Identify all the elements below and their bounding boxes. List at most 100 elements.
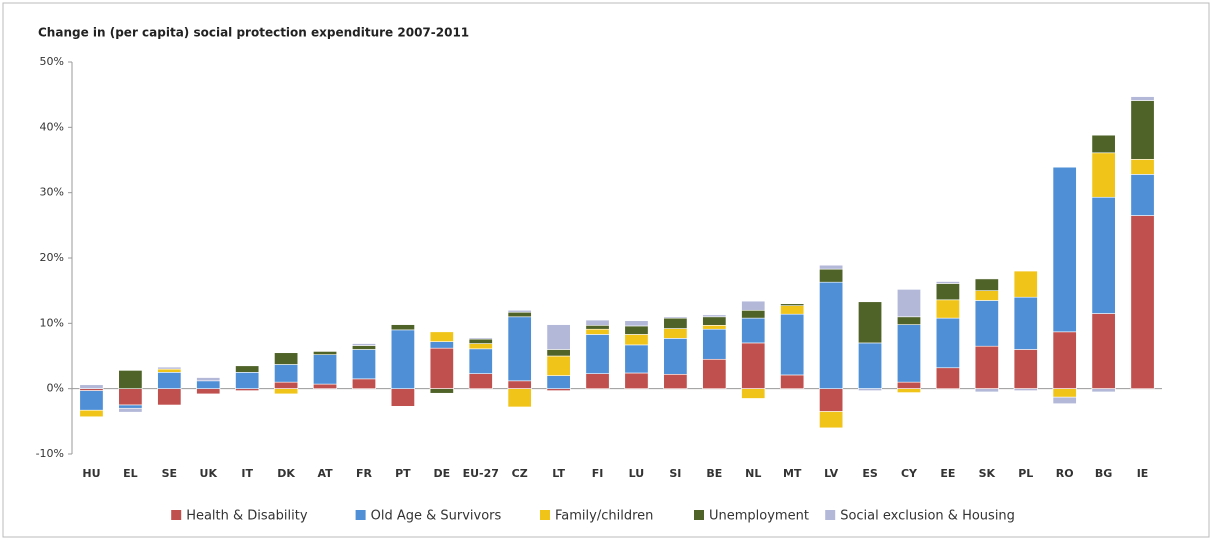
y-tick-label: 40% <box>40 120 64 133</box>
bar-segment <box>507 309 532 313</box>
x-tick-label: IE <box>1137 467 1149 480</box>
bar-segment <box>624 372 649 389</box>
bar-segment <box>741 309 766 319</box>
bar-segment <box>780 374 805 389</box>
bar-segment <box>196 377 221 382</box>
bar-segment <box>935 283 960 301</box>
x-tick-label: EU-27 <box>463 467 499 480</box>
bar-segment <box>702 314 727 318</box>
bar-segment <box>585 319 610 326</box>
bar-segment <box>468 348 493 374</box>
bar-segment <box>157 366 182 370</box>
bar-segment <box>196 380 221 389</box>
bar-segment <box>429 388 454 394</box>
bar-segment <box>157 372 182 389</box>
legend-label: Social exclusion & Housing <box>840 509 1015 524</box>
x-tick-label: EE <box>940 467 955 480</box>
bar-segment <box>351 349 376 380</box>
bar-segment <box>351 345 376 350</box>
bar-segment <box>1052 388 1077 398</box>
bar-segment <box>935 281 960 284</box>
bar-segment <box>585 334 610 374</box>
bar-segment <box>157 368 182 373</box>
x-tick-label: PT <box>395 467 411 480</box>
legend-swatch <box>540 510 550 520</box>
bar-segment <box>663 338 688 375</box>
bar-segment <box>741 388 766 399</box>
bar-segment <box>351 378 376 389</box>
x-tick-label: ES <box>862 467 878 480</box>
bar-segment <box>118 407 143 413</box>
bar-segment <box>702 358 727 389</box>
bar-segment <box>235 365 260 373</box>
bar-segment <box>974 388 999 393</box>
legend-label: Old Age & Survivors <box>371 509 502 524</box>
bar-segment <box>858 342 883 389</box>
bar-segment <box>274 352 299 365</box>
x-tick-label: LV <box>824 467 838 480</box>
x-tick-label: SI <box>669 467 681 480</box>
bar-segment <box>274 364 299 383</box>
x-tick-label: MT <box>783 467 802 480</box>
bar-segment <box>896 289 921 318</box>
bar-segment <box>546 324 571 350</box>
bar-segment <box>274 388 299 395</box>
bar-segment <box>624 320 649 327</box>
x-tick-label: SE <box>162 467 177 480</box>
y-tick-label: 0% <box>47 382 64 395</box>
x-tick-label: LT <box>552 467 565 480</box>
bar-segment <box>585 328 610 335</box>
x-tick-label: FR <box>356 467 373 480</box>
bar-segment <box>1091 196 1116 314</box>
y-tick-label: -10% <box>36 447 64 460</box>
x-tick-label: AT <box>317 467 333 480</box>
x-tick-label: CY <box>901 467 918 480</box>
bar-segment <box>624 325 649 335</box>
bar-segment <box>1013 388 1038 391</box>
bar-segment <box>351 343 376 346</box>
bar-segment <box>429 331 454 342</box>
bar-segment <box>1130 159 1155 175</box>
bar-segment <box>1130 174 1155 216</box>
bar-segment <box>1013 270 1038 298</box>
bar-segment <box>974 300 999 347</box>
bar-segment <box>935 299 960 319</box>
bar-segment <box>624 334 649 346</box>
bar-segment <box>896 316 921 325</box>
x-tick-label: FI <box>592 467 604 480</box>
bar-segment <box>741 317 766 344</box>
legend-swatch <box>825 510 836 520</box>
bar-segment <box>780 313 805 376</box>
bar-segment <box>702 316 727 326</box>
bar-segment <box>468 343 493 350</box>
bar-segment <box>546 355 571 376</box>
y-tick-label: 10% <box>40 316 64 329</box>
bar-segment <box>741 342 766 389</box>
bar-segment <box>274 381 299 389</box>
bar-segment <box>585 324 610 330</box>
bar-segment <box>585 373 610 389</box>
x-tick-label: UK <box>200 467 218 480</box>
bar-segment <box>624 344 649 374</box>
bar-segment <box>974 345 999 389</box>
legend-swatch <box>355 510 366 520</box>
bar-segment <box>196 388 221 395</box>
bar-segment <box>390 329 415 389</box>
bar-segment <box>935 367 960 389</box>
bar-segment <box>819 268 844 283</box>
bar-segment <box>819 281 844 389</box>
bar-segment <box>780 305 805 315</box>
bar-segment <box>546 375 571 389</box>
x-tick-label: BE <box>706 467 722 480</box>
legend-label: Family/children <box>555 509 653 524</box>
bar-segment <box>118 370 143 389</box>
legend-swatch <box>694 510 704 520</box>
y-tick-label: 50% <box>40 55 64 68</box>
x-tick-label: IT <box>241 467 253 480</box>
bar-segment <box>1013 349 1038 389</box>
bar-segment <box>819 264 844 270</box>
bar-segment <box>663 316 688 319</box>
bar-segment <box>935 317 960 369</box>
bar-segment <box>663 373 688 389</box>
